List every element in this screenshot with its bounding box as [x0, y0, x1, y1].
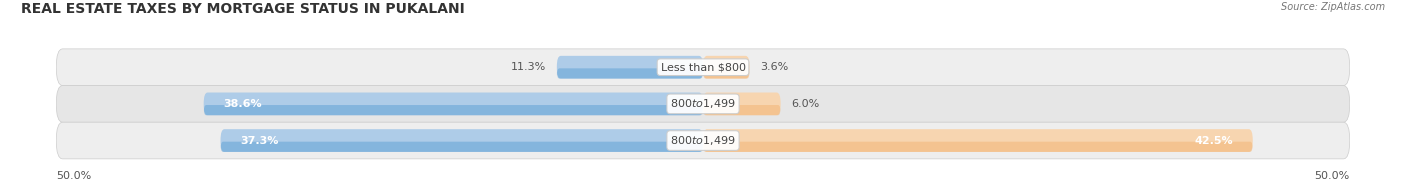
Text: 38.6%: 38.6% [224, 99, 262, 109]
FancyBboxPatch shape [703, 56, 749, 79]
Text: 42.5%: 42.5% [1195, 136, 1233, 146]
FancyBboxPatch shape [221, 129, 703, 152]
Text: 50.0%: 50.0% [56, 171, 91, 181]
Text: 37.3%: 37.3% [240, 136, 278, 146]
FancyBboxPatch shape [56, 122, 1350, 159]
FancyBboxPatch shape [204, 105, 703, 115]
Text: $800 to $1,499: $800 to $1,499 [671, 134, 735, 147]
FancyBboxPatch shape [557, 68, 703, 79]
Text: Less than $800: Less than $800 [661, 62, 745, 72]
FancyBboxPatch shape [557, 56, 703, 79]
Text: 3.6%: 3.6% [759, 62, 789, 72]
FancyBboxPatch shape [56, 85, 1350, 122]
Text: 6.0%: 6.0% [792, 99, 820, 109]
FancyBboxPatch shape [204, 93, 703, 115]
Legend: Without Mortgage, With Mortgage: Without Mortgage, With Mortgage [583, 195, 823, 196]
Text: 11.3%: 11.3% [512, 62, 547, 72]
FancyBboxPatch shape [703, 129, 1253, 152]
FancyBboxPatch shape [56, 49, 1350, 85]
Text: REAL ESTATE TAXES BY MORTGAGE STATUS IN PUKALANI: REAL ESTATE TAXES BY MORTGAGE STATUS IN … [21, 2, 465, 16]
FancyBboxPatch shape [221, 142, 703, 152]
Text: 50.0%: 50.0% [1315, 171, 1350, 181]
Text: $800 to $1,499: $800 to $1,499 [671, 97, 735, 110]
FancyBboxPatch shape [703, 142, 1253, 152]
FancyBboxPatch shape [703, 68, 749, 79]
FancyBboxPatch shape [703, 93, 780, 115]
FancyBboxPatch shape [703, 105, 780, 115]
Text: Source: ZipAtlas.com: Source: ZipAtlas.com [1281, 2, 1385, 12]
